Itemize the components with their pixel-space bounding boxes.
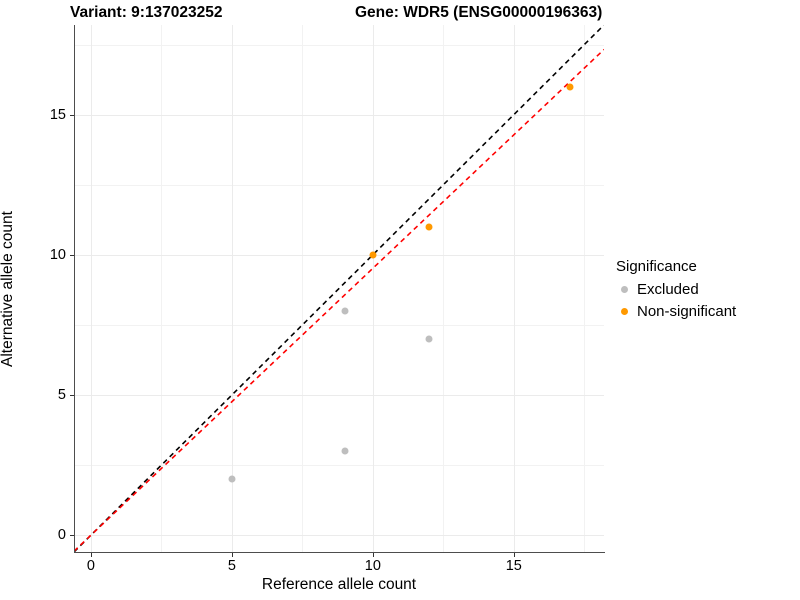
variant-title: Variant: 9:137023252 bbox=[70, 4, 223, 21]
minor-gridline-x bbox=[443, 25, 445, 552]
minor-gridline-x bbox=[302, 25, 304, 552]
y-tick-mark bbox=[70, 395, 74, 397]
major-gridline-y bbox=[74, 114, 604, 116]
major-gridline-y bbox=[74, 535, 604, 537]
data-point bbox=[425, 223, 433, 231]
y-tick-mark bbox=[70, 535, 74, 537]
major-gridline-x bbox=[231, 25, 233, 552]
legend-dot-icon bbox=[621, 307, 628, 315]
y-tick-label: 5 bbox=[57, 387, 66, 404]
x-tick-mark bbox=[231, 553, 233, 557]
legend-items: Excluded Non-significant bbox=[616, 278, 796, 322]
legend-item-non-significant[interactable]: Non-significant bbox=[616, 300, 796, 322]
y-tick-mark bbox=[70, 114, 74, 116]
y-tick-label: 0 bbox=[57, 527, 66, 544]
minor-gridline-x bbox=[161, 25, 163, 552]
x-tick-label: 15 bbox=[505, 558, 522, 574]
major-gridline-x bbox=[513, 25, 515, 552]
x-tick-mark bbox=[513, 553, 515, 557]
major-gridline-y bbox=[74, 254, 604, 256]
x-tick-mark bbox=[90, 553, 92, 557]
y-axis-line bbox=[74, 25, 75, 553]
major-gridline-x bbox=[90, 25, 92, 552]
x-tick-label: 0 bbox=[86, 558, 95, 574]
x-axis-title: Reference allele count bbox=[261, 576, 417, 593]
legend-item-excluded[interactable]: Excluded bbox=[616, 278, 796, 300]
minor-gridline-y bbox=[74, 184, 604, 186]
y-tick-label: 15 bbox=[49, 106, 66, 123]
x-tick-label: 10 bbox=[364, 558, 381, 574]
legend-item-label: Non-significant bbox=[637, 302, 737, 320]
legend: Significance Excluded Non-significant bbox=[616, 258, 796, 322]
y-tick-label: 10 bbox=[49, 246, 66, 263]
data-point bbox=[341, 447, 349, 455]
x-tick-mark bbox=[372, 553, 374, 557]
major-gridline-x bbox=[372, 25, 374, 552]
identity-reference-line bbox=[74, 25, 604, 552]
legend-item-label: Excluded bbox=[637, 280, 699, 298]
minor-gridline-y bbox=[74, 44, 604, 46]
major-gridline-y bbox=[74, 395, 604, 397]
x-axis-line bbox=[74, 552, 605, 553]
data-point bbox=[425, 335, 433, 343]
minor-gridline-y bbox=[74, 324, 604, 326]
data-point bbox=[566, 83, 574, 91]
minor-gridline-x bbox=[584, 25, 586, 552]
minor-gridline-y bbox=[74, 465, 604, 467]
legend-dot-icon bbox=[621, 285, 628, 293]
x-tick-label: 5 bbox=[227, 558, 236, 574]
fit-reference-line bbox=[74, 48, 604, 552]
data-point bbox=[341, 307, 349, 315]
y-axis-title: Alternative allele count bbox=[0, 211, 16, 367]
plot-panel bbox=[74, 25, 604, 552]
data-point bbox=[228, 475, 236, 483]
legend-title: Significance bbox=[616, 258, 697, 275]
reference-lines-layer bbox=[74, 25, 604, 552]
legend-key-swatch bbox=[616, 303, 633, 320]
data-point bbox=[369, 251, 377, 259]
gene-title: Gene: WDR5 (ENSG00000196363) bbox=[355, 4, 603, 21]
y-tick-mark bbox=[70, 254, 74, 256]
legend-key-swatch bbox=[616, 281, 633, 298]
